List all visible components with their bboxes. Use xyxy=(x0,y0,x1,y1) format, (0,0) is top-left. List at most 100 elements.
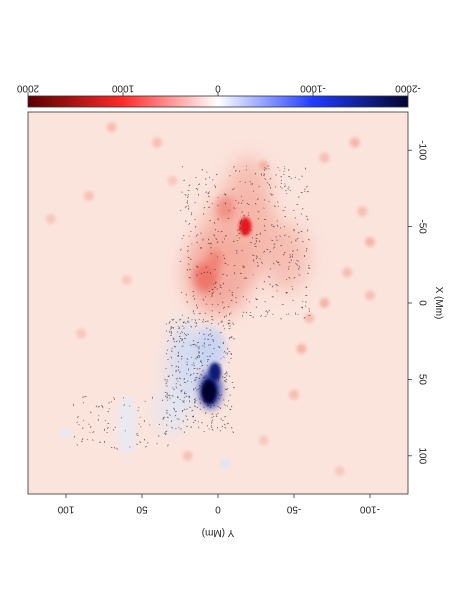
field-vector xyxy=(215,414,218,416)
field-vector xyxy=(226,352,229,355)
field-vector xyxy=(301,175,303,178)
field-vector xyxy=(264,229,266,232)
field-vector xyxy=(222,325,225,327)
field-vector xyxy=(272,247,275,249)
field-vector xyxy=(279,235,281,237)
magnetic-features xyxy=(45,122,375,477)
field-vector xyxy=(254,172,257,175)
field-vector xyxy=(297,313,299,315)
field-vector xyxy=(292,229,295,231)
field-vector xyxy=(220,394,223,396)
x-tick-label: -100 xyxy=(416,140,427,160)
field-vector xyxy=(230,312,232,314)
field-vector xyxy=(296,249,299,251)
magnetic-speck xyxy=(357,206,368,217)
field-vector xyxy=(183,337,187,340)
field-vector xyxy=(213,393,216,395)
field-vector xyxy=(222,376,224,378)
field-vector xyxy=(80,440,83,443)
field-vector xyxy=(182,400,184,402)
field-vector xyxy=(102,406,104,409)
field-vector xyxy=(267,165,269,167)
field-vector xyxy=(179,319,181,321)
field-vector xyxy=(206,379,208,382)
field-vector xyxy=(191,409,194,412)
magnetic-speck xyxy=(342,267,353,278)
field-vector xyxy=(196,306,199,309)
field-vector xyxy=(214,282,217,285)
field-vector xyxy=(162,417,164,420)
field-vector xyxy=(238,228,241,231)
field-vector xyxy=(203,400,206,402)
field-vector xyxy=(185,415,188,417)
negative-spot xyxy=(201,379,217,404)
field-vector xyxy=(225,352,227,354)
field-vector xyxy=(181,409,184,412)
field-vector xyxy=(196,274,198,277)
field-vector xyxy=(199,247,202,249)
field-vector xyxy=(261,288,265,290)
field-vector xyxy=(108,402,110,404)
field-vector xyxy=(183,332,186,334)
field-vector xyxy=(129,405,131,407)
x-axis: -100 -50 0 50 100 xyxy=(408,140,427,465)
field-vector xyxy=(226,347,229,350)
field-vector xyxy=(252,254,255,256)
field-vector xyxy=(306,190,309,193)
field-vector xyxy=(198,346,200,348)
field-vector xyxy=(277,201,279,203)
magnetic-speck xyxy=(45,213,56,224)
positive-plage xyxy=(263,223,310,291)
magnetic-speck xyxy=(106,122,117,133)
magnetic-speck xyxy=(182,450,193,461)
field-vector xyxy=(247,212,250,214)
field-vector xyxy=(198,388,200,390)
field-vector xyxy=(254,202,257,205)
y-tick-label: -50 xyxy=(286,503,301,514)
field-vector xyxy=(114,426,116,428)
field-vector xyxy=(239,237,241,239)
field-vector xyxy=(284,183,286,185)
field-vector xyxy=(226,405,229,407)
field-vector xyxy=(92,431,95,433)
field-vector xyxy=(203,206,206,209)
field-vector xyxy=(114,446,116,449)
x-tick-label: 100 xyxy=(416,447,427,464)
magnetic-speck xyxy=(220,458,231,469)
field-vector xyxy=(210,253,213,255)
field-vector xyxy=(167,444,169,447)
field-vector xyxy=(106,431,108,434)
colorbar-tick-label: 1000 xyxy=(111,82,134,93)
field-vector xyxy=(228,322,231,324)
field-vector xyxy=(209,406,212,409)
field-vector xyxy=(188,222,191,225)
field-vector xyxy=(183,431,186,433)
magnetic-speck xyxy=(319,152,330,163)
field-vector xyxy=(206,327,208,330)
field-vector xyxy=(181,331,183,333)
field-vector xyxy=(198,385,201,387)
field-vector xyxy=(180,389,183,391)
field-vector xyxy=(137,410,139,412)
field-vector xyxy=(211,420,213,422)
field-vector xyxy=(211,428,214,431)
field-vector xyxy=(228,175,231,177)
field-vector xyxy=(174,410,177,413)
field-vector xyxy=(194,225,197,228)
field-vector xyxy=(307,272,309,275)
field-vector xyxy=(283,185,287,188)
field-vector xyxy=(184,392,186,395)
field-vector xyxy=(199,402,202,404)
heatmap-plot: -100 -50 0 50 100 100 50 0 -50 -100 X (Mm) Y (Mm… xyxy=(27,111,444,538)
magnetic-speck xyxy=(152,137,163,148)
field-vector xyxy=(202,370,204,372)
field-vector xyxy=(173,408,175,411)
field-vector xyxy=(76,444,79,446)
field-vector xyxy=(186,363,189,366)
field-vector xyxy=(183,408,186,411)
field-vector xyxy=(168,322,171,324)
field-vector xyxy=(173,340,175,343)
positive-plage xyxy=(227,157,270,219)
field-vector xyxy=(175,370,177,373)
magnetic-speck xyxy=(167,175,178,186)
